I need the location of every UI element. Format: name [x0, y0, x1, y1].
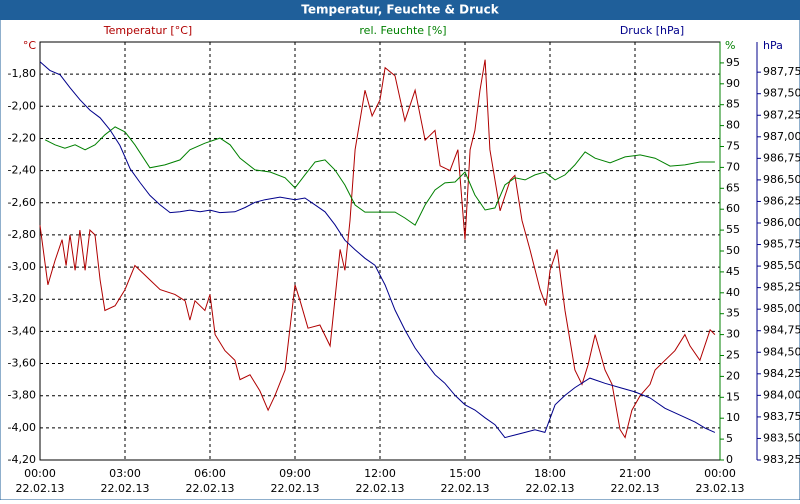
y2-tick-label: 15	[726, 390, 740, 403]
x-tick-date: 22.02.13	[186, 482, 235, 495]
y-tick-label: -4,00	[8, 421, 36, 434]
y3-tick-label: 983,50	[763, 431, 800, 444]
x-tick-date: 22.02.13	[101, 482, 150, 495]
y3-tick-label: 983,25	[763, 453, 800, 466]
y-axis-label: Temperatur [°C]	[103, 24, 192, 37]
x-tick-date: 22.02.13	[356, 482, 405, 495]
y3-tick-label: 985,25	[763, 281, 800, 294]
y3-tick-label: 987,75	[763, 65, 800, 78]
y3-tick-label: 985,00	[763, 302, 800, 315]
y3-tick-label: 986,50	[763, 173, 800, 186]
y-tick-label: -3,40	[8, 324, 36, 337]
y-tick-label: -2,20	[8, 131, 36, 144]
y3-tick-label: 984,00	[763, 388, 800, 401]
x-tick-date: 22.02.13	[441, 482, 490, 495]
y3-tick-label: 983,75	[763, 410, 800, 423]
y-tick-label: -2,80	[8, 228, 36, 241]
y2-tick-label: 55	[726, 223, 740, 236]
x-tick-date: 22.02.13	[271, 482, 320, 495]
x-tick-label: 00:00	[24, 467, 56, 480]
y2-tick-label: 30	[726, 328, 740, 341]
x-tick-date: 23.02.13	[696, 482, 745, 495]
y-tick-label: -3,20	[8, 292, 36, 305]
y3-tick-label: 984,25	[763, 367, 800, 380]
y2-tick-label: 25	[726, 349, 740, 362]
x-tick-label: 00:00	[704, 467, 736, 480]
y3-tick-label: 986,00	[763, 216, 800, 229]
y3-axis-label: Druck [hPa]	[620, 24, 684, 37]
y2-tick-label: 75	[726, 140, 740, 153]
y2-tick-label: 10	[726, 411, 740, 424]
y-tick-label: -3,00	[8, 260, 36, 273]
x-tick-label: 15:00	[449, 467, 481, 480]
y2-tick-label: 85	[726, 98, 740, 111]
y-tick-label: -4,20	[8, 453, 36, 466]
x-tick-label: 09:00	[279, 467, 311, 480]
x-tick-label: 12:00	[364, 467, 396, 480]
title-bar	[0, 0, 800, 20]
x-tick-label: 03:00	[109, 467, 141, 480]
x-tick-label: 06:00	[194, 467, 226, 480]
y3-tick-label: 987,50	[763, 87, 800, 100]
y2-tick-label: 65	[726, 181, 740, 194]
y-tick-label: -2,60	[8, 196, 36, 209]
y3-tick-label: 986,75	[763, 151, 800, 164]
x-tick-label: 21:00	[619, 467, 651, 480]
x-tick-label: 18:00	[534, 467, 566, 480]
y-tick-label: -3,60	[8, 357, 36, 370]
y2-tick-label: 95	[726, 56, 740, 69]
series-line	[44, 126, 715, 226]
y2-tick-label: 5	[726, 432, 733, 445]
y-tick-label: -1,80	[8, 67, 36, 80]
x-tick-date: 22.02.13	[526, 482, 575, 495]
series-line	[39, 59, 716, 439]
y2-tick-label: 90	[726, 77, 740, 90]
chart-title: Temperatur, Feuchte & Druck	[301, 3, 499, 17]
y2-unit: %	[725, 39, 735, 52]
y3-tick-label: 984,50	[763, 345, 800, 358]
y2-tick-label: 70	[726, 160, 740, 173]
y3-tick-label: 984,75	[763, 324, 800, 337]
y-unit: °C	[23, 39, 37, 52]
y3-tick-label: 986,25	[763, 194, 800, 207]
y2-tick-label: 80	[726, 119, 740, 132]
y3-unit: hPa	[763, 39, 783, 52]
y2-tick-label: 50	[726, 244, 740, 257]
y2-tick-label: 60	[726, 202, 740, 215]
y3-tick-label: 985,50	[763, 259, 800, 272]
y-tick-label: -3,80	[8, 389, 36, 402]
y2-tick-label: 35	[726, 307, 740, 320]
x-tick-date: 22.02.13	[611, 482, 660, 495]
y2-axis-label: rel. Feuchte [%]	[359, 24, 446, 37]
y3-tick-label: 985,75	[763, 238, 800, 251]
y-tick-label: -2,40	[8, 164, 36, 177]
y2-tick-label: 20	[726, 369, 740, 382]
x-tick-date: 22.02.13	[16, 482, 65, 495]
y-tick-label: -2,00	[8, 99, 36, 112]
y2-tick-label: 0	[726, 453, 733, 466]
series-line	[39, 61, 716, 439]
y2-tick-label: 45	[726, 265, 740, 278]
y3-tick-label: 987,00	[763, 130, 800, 143]
y2-tick-label: 40	[726, 286, 740, 299]
y3-tick-label: 987,25	[763, 108, 800, 121]
